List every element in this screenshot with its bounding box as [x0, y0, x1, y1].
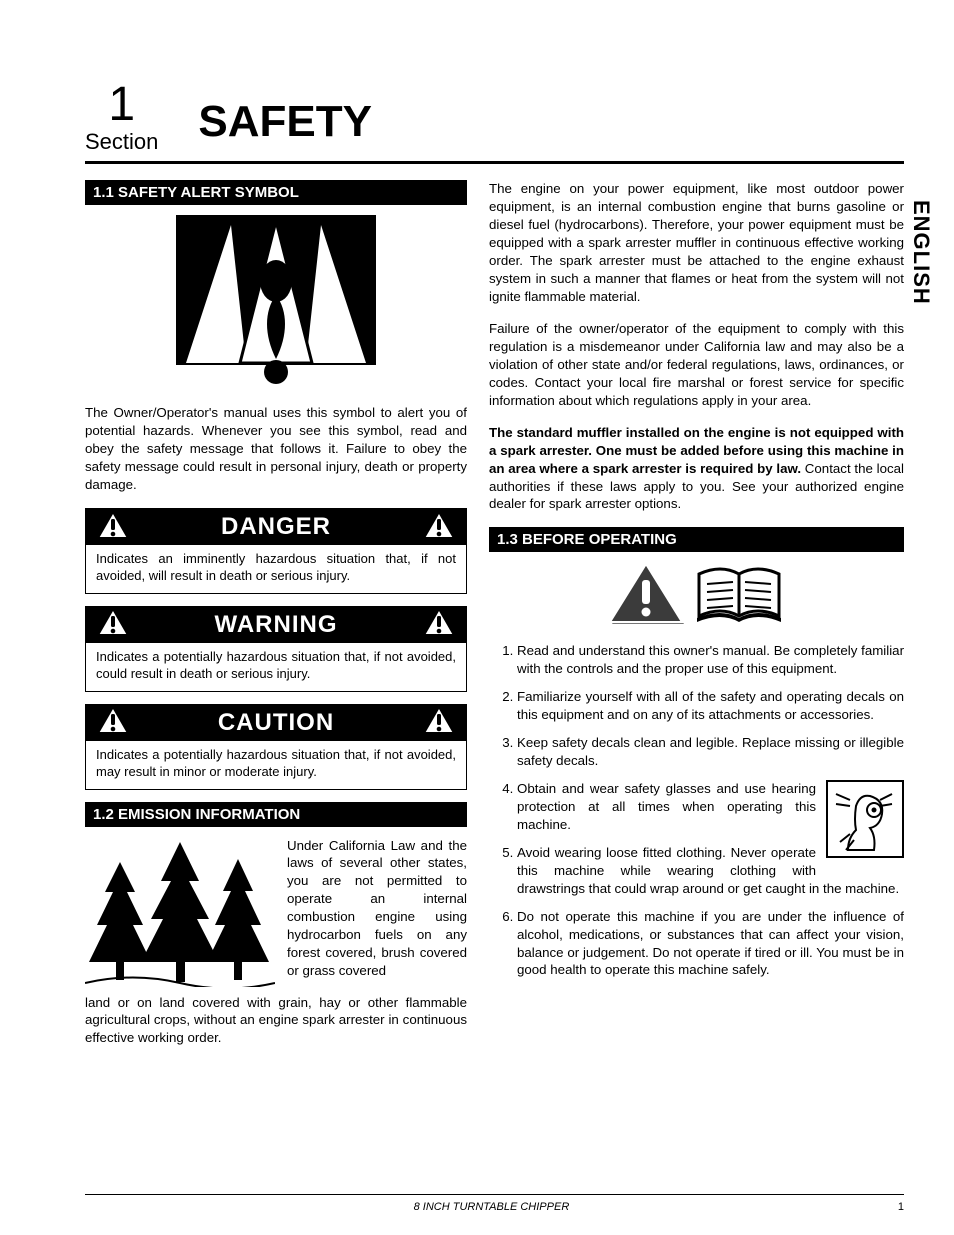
safety-alert-symbol-figure [85, 215, 467, 390]
before-operating-icons [489, 562, 904, 628]
forest-icon [85, 837, 275, 987]
section-header: 1 Section SAFETY [85, 80, 904, 153]
engine-para-1: The engine on your power equipment, like… [489, 180, 904, 306]
list-item: Familiarize yourself with all of the saf… [517, 688, 904, 724]
signal-word: DANGER [221, 513, 331, 541]
footer-title: 8 INCH TURNTABLE CHIPPER [414, 1201, 570, 1213]
safety-alert-symbol-icon [176, 215, 376, 385]
manual-book-icon [691, 562, 787, 628]
signal-caution: CAUTION Indicates a potentially hazardou… [85, 704, 467, 790]
list-item: Do not operate this machine if you are u… [517, 908, 904, 980]
signal-desc: Indicates a potentially hazardous situat… [86, 741, 466, 783]
subhead-1-2: 1.2 EMISSION INFORMATION [85, 802, 467, 827]
alert-icon [96, 705, 130, 740]
signal-header: CAUTION [86, 705, 466, 741]
alert-icon [96, 510, 130, 545]
ppe-icon [826, 780, 904, 863]
signal-boxes: DANGER Indicates an imminently hazardous… [85, 508, 467, 789]
subhead-1-3: 1.3 BEFORE OPERATING [489, 527, 904, 552]
signal-desc: Indicates a potentially hazardous situat… [86, 643, 466, 685]
section-word: Section [85, 130, 158, 153]
signal-header: WARNING [86, 607, 466, 643]
alert-symbol-paragraph: The Owner/Operator's manual uses this sy… [85, 404, 467, 494]
list-item: Read and understand this owner's manual.… [517, 642, 904, 678]
language-tab: ENGLISH [908, 200, 934, 305]
alert-icon [422, 705, 456, 740]
signal-word: CAUTION [218, 709, 334, 737]
left-column: 1.1 SAFETY ALERT SYMBOL The Owner/Operat… [85, 180, 467, 1061]
section-title: SAFETY [198, 97, 372, 147]
signal-header: DANGER [86, 509, 466, 545]
engine-para-3: The standard muffler installed on the en… [489, 424, 904, 514]
list-item: Keep safety decals clean and legible. Re… [517, 734, 904, 770]
emission-tail-text: land or on land covered with grain, hay … [85, 994, 467, 1048]
alert-icon [96, 607, 130, 642]
page: 1 Section SAFETY ENGLISH 1.1 SAFETY ALER… [0, 0, 954, 1091]
columns: 1.1 SAFETY ALERT SYMBOL The Owner/Operat… [85, 180, 904, 1061]
section-number-block: 1 Section [85, 80, 158, 153]
section-number: 1 [85, 80, 158, 130]
right-column: The engine on your power equipment, like… [489, 180, 904, 1061]
page-number: 1 [898, 1201, 904, 1213]
signal-word: WARNING [215, 611, 338, 639]
subhead-1-1: 1.1 SAFETY ALERT SYMBOL [85, 180, 467, 205]
header-rule [85, 161, 904, 164]
forest-figure [85, 837, 275, 992]
page-footer: 8 INCH TURNTABLE CHIPPER 1 [85, 1194, 904, 1213]
before-operating-list: Read and understand this owner's manual.… [489, 642, 904, 979]
signal-danger: DANGER Indicates an imminently hazardous… [85, 508, 467, 594]
emission-block: Under California Law and the laws of sev… [85, 837, 467, 992]
list-item: Obtain and wear safety glasses and use h… [517, 780, 904, 834]
alert-icon [422, 607, 456, 642]
alert-icon [422, 510, 456, 545]
engine-para-2: Failure of the owner/operator of the equ… [489, 320, 904, 410]
signal-desc: Indicates an imminently hazardous situat… [86, 545, 466, 587]
alert-triangle-icon [606, 562, 686, 628]
emission-wrap-text: Under California Law and the laws of sev… [287, 837, 467, 992]
signal-warning: WARNING Indicates a potentially hazardou… [85, 606, 467, 692]
